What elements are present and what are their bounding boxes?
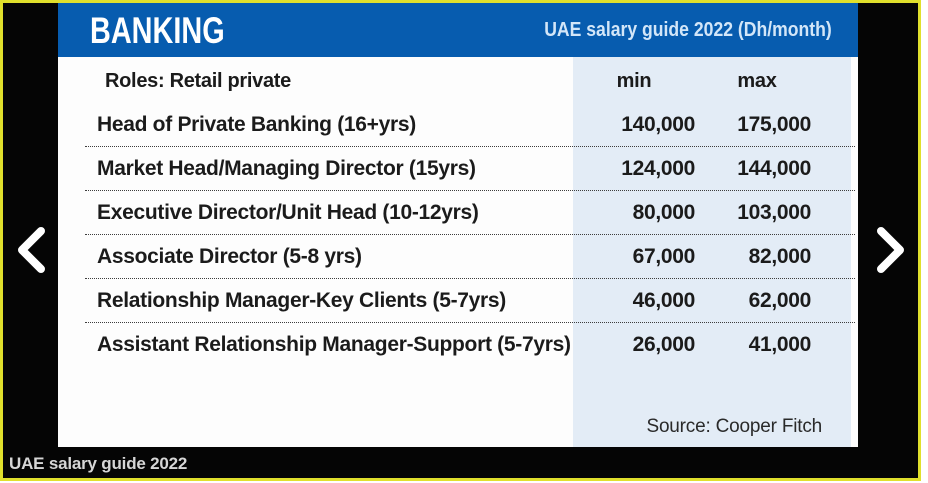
source-credit: Source: Cooper Fitch: [646, 416, 822, 437]
next-button[interactable]: [871, 223, 911, 277]
role-cell: Assistant Relationship Manager-Support (…: [97, 333, 571, 356]
table-row: Assistant Relationship Manager-Support (…: [85, 323, 855, 367]
table-row: Relationship Manager-Key Clients (5-7yrs…: [85, 279, 855, 323]
max-column-header: max: [737, 69, 777, 92]
table-row: Market Head/Managing Director (15yrs) 12…: [85, 147, 855, 191]
max-salary-cell: 82,000: [748, 244, 812, 268]
max-salary-cell: 62,000: [748, 288, 812, 312]
table-header-row: Roles: Retail private min max: [85, 59, 855, 103]
category-title: BANKING: [90, 9, 225, 51]
min-salary-cell: 124,000: [621, 156, 695, 180]
salary-guide-card: BANKING UAE salary guide 2022 (Dh/month)…: [58, 3, 858, 447]
role-cell: Market Head/Managing Director (15yrs): [97, 156, 476, 180]
max-salary-cell: 175,000: [737, 112, 811, 136]
max-salary-cell: 41,000: [748, 333, 812, 356]
role-cell: Relationship Manager-Key Clients (5-7yrs…: [97, 288, 506, 312]
role-cell: Associate Director (5-8 yrs): [97, 244, 362, 268]
min-salary-cell: 80,000: [632, 200, 696, 224]
chevron-left-icon: [16, 226, 46, 274]
prev-button[interactable]: [11, 223, 51, 277]
image-caption: UAE salary guide 2022: [9, 454, 188, 473]
card-header: BANKING UAE salary guide 2022 (Dh/month): [58, 3, 858, 57]
table-row: Head of Private Banking (16+yrs) 140,000…: [85, 103, 855, 147]
min-salary-cell: 140,000: [621, 112, 695, 136]
max-salary-cell: 103,000: [737, 200, 811, 224]
table-row: Executive Director/Unit Head (10-12yrs) …: [85, 191, 855, 235]
guide-subtitle: UAE salary guide 2022 (Dh/month): [544, 19, 832, 41]
min-salary-cell: 46,000: [632, 288, 696, 312]
minmax-column-highlight: [573, 57, 851, 447]
min-salary-cell: 26,000: [632, 333, 696, 356]
chevron-right-icon: [876, 226, 906, 274]
min-salary-cell: 67,000: [632, 244, 696, 268]
max-salary-cell: 144,000: [737, 156, 811, 180]
min-column-header: min: [616, 69, 652, 92]
salary-table: Roles: Retail private min max Head of Pr…: [85, 59, 855, 367]
roles-column-header: Roles: Retail private: [105, 69, 291, 92]
role-cell: Head of Private Banking (16+yrs): [97, 112, 416, 136]
role-cell: Executive Director/Unit Head (10-12yrs): [97, 200, 479, 224]
table-row: Associate Director (5-8 yrs) 67,000 82,0…: [85, 235, 855, 279]
